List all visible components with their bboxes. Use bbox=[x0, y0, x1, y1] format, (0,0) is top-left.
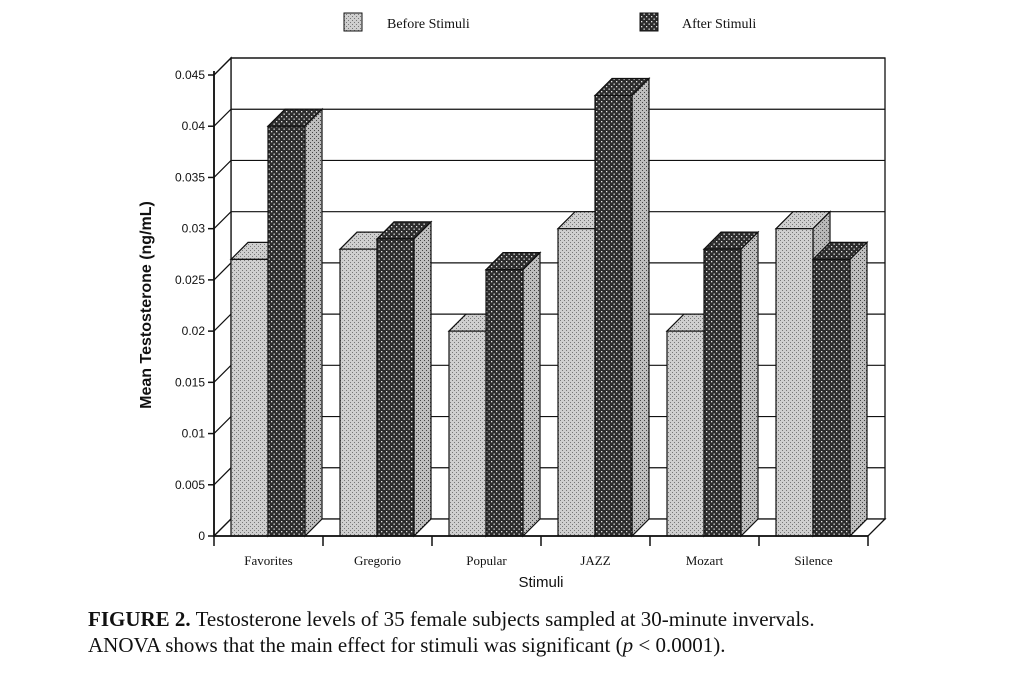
y-tick-label: 0 bbox=[198, 529, 205, 543]
y-axis-label: Mean Testosterone (ng/mL) bbox=[138, 201, 155, 409]
figure-caption: FIGURE 2. Testosterone levels of 35 fema… bbox=[88, 606, 988, 658]
axes bbox=[208, 71, 869, 546]
bar-side-face bbox=[304, 107, 323, 538]
legend-label-before: Before Stimuli bbox=[387, 17, 470, 32]
bar-after-mozart bbox=[702, 230, 760, 538]
legend: Before Stimuli After Stimuli bbox=[343, 12, 756, 32]
y-tick-label: 0.04 bbox=[182, 119, 206, 133]
x-tick-label: Mozart bbox=[686, 553, 724, 568]
bar-front-face bbox=[267, 125, 306, 537]
x-tick-label: Silence bbox=[794, 553, 832, 568]
y-tick-label: 0.01 bbox=[182, 427, 206, 441]
legend-label-after: After Stimuli bbox=[682, 17, 756, 32]
caption-figure-label: FIGURE 2. bbox=[88, 607, 191, 631]
x-axis-label: Stimuli bbox=[518, 574, 563, 591]
bar-after-gregorio bbox=[375, 220, 433, 538]
x-tick-label: JAZZ bbox=[580, 553, 610, 568]
bar-front-face bbox=[703, 248, 742, 537]
bars bbox=[229, 77, 869, 538]
x-tick-label: Popular bbox=[466, 553, 507, 568]
bar-side-face bbox=[740, 230, 759, 538]
caption-text-2b: < 0.0001). bbox=[633, 633, 726, 657]
y-tick-label: 0.02 bbox=[182, 324, 206, 338]
y-tick-label: 0.03 bbox=[182, 222, 206, 236]
bar-side-face bbox=[849, 240, 868, 538]
left-wall-panel bbox=[213, 56, 232, 538]
caption-text-2a: ANOVA shows that the main effect for sti… bbox=[88, 633, 623, 657]
bar-after-jazz bbox=[593, 77, 651, 538]
y-tick-label: 0.025 bbox=[175, 273, 205, 287]
bar-after-favorites bbox=[266, 107, 324, 538]
caption-text-1: Testosterone levels of 35 female subject… bbox=[195, 607, 815, 631]
bar-front-face bbox=[485, 269, 524, 537]
bar-front-face bbox=[339, 248, 378, 537]
bar-front-face bbox=[812, 258, 851, 537]
bar-front-face bbox=[557, 228, 596, 537]
x-tick-label: Favorites bbox=[244, 553, 292, 568]
bar-front-face bbox=[666, 330, 705, 537]
bar-after-popular bbox=[484, 251, 542, 538]
bar-front-face bbox=[775, 228, 814, 537]
bar-front-face bbox=[376, 238, 415, 537]
y-tick-labels: 0 0.005 0.01 0.015 0.02 0.025 0.03 0.035 0.04 0.0… bbox=[175, 68, 205, 543]
y-tick-label: 0.005 bbox=[175, 478, 205, 492]
gridline bbox=[213, 159, 885, 178]
y-tick-label: 0.035 bbox=[175, 170, 205, 184]
caption-line-1: FIGURE 2. Testosterone levels of 35 fema… bbox=[88, 606, 988, 632]
x-tick-labels: Favorites Gregorio Popular JAZZ Mozart Silenc… bbox=[244, 553, 833, 568]
legend-swatch-after bbox=[639, 12, 659, 32]
bar-after-silence bbox=[811, 240, 869, 538]
bar-front-face bbox=[594, 94, 633, 537]
x-tick-label: Gregorio bbox=[354, 553, 401, 568]
legend-swatch-before bbox=[343, 12, 363, 32]
bar-side-face bbox=[413, 220, 432, 538]
bar-front-face bbox=[230, 258, 269, 537]
gridline bbox=[213, 108, 885, 127]
y-tick-label: 0.045 bbox=[175, 68, 205, 82]
caption-p-symbol: p bbox=[622, 633, 634, 657]
bar-side-face bbox=[522, 251, 541, 538]
gridline bbox=[213, 57, 885, 76]
caption-line-2: ANOVA shows that the main effect for sti… bbox=[88, 632, 988, 658]
bar-front-face bbox=[448, 330, 487, 537]
gridline bbox=[213, 211, 885, 230]
bar-side-face bbox=[631, 77, 650, 538]
y-tick-label: 0.015 bbox=[175, 375, 205, 389]
